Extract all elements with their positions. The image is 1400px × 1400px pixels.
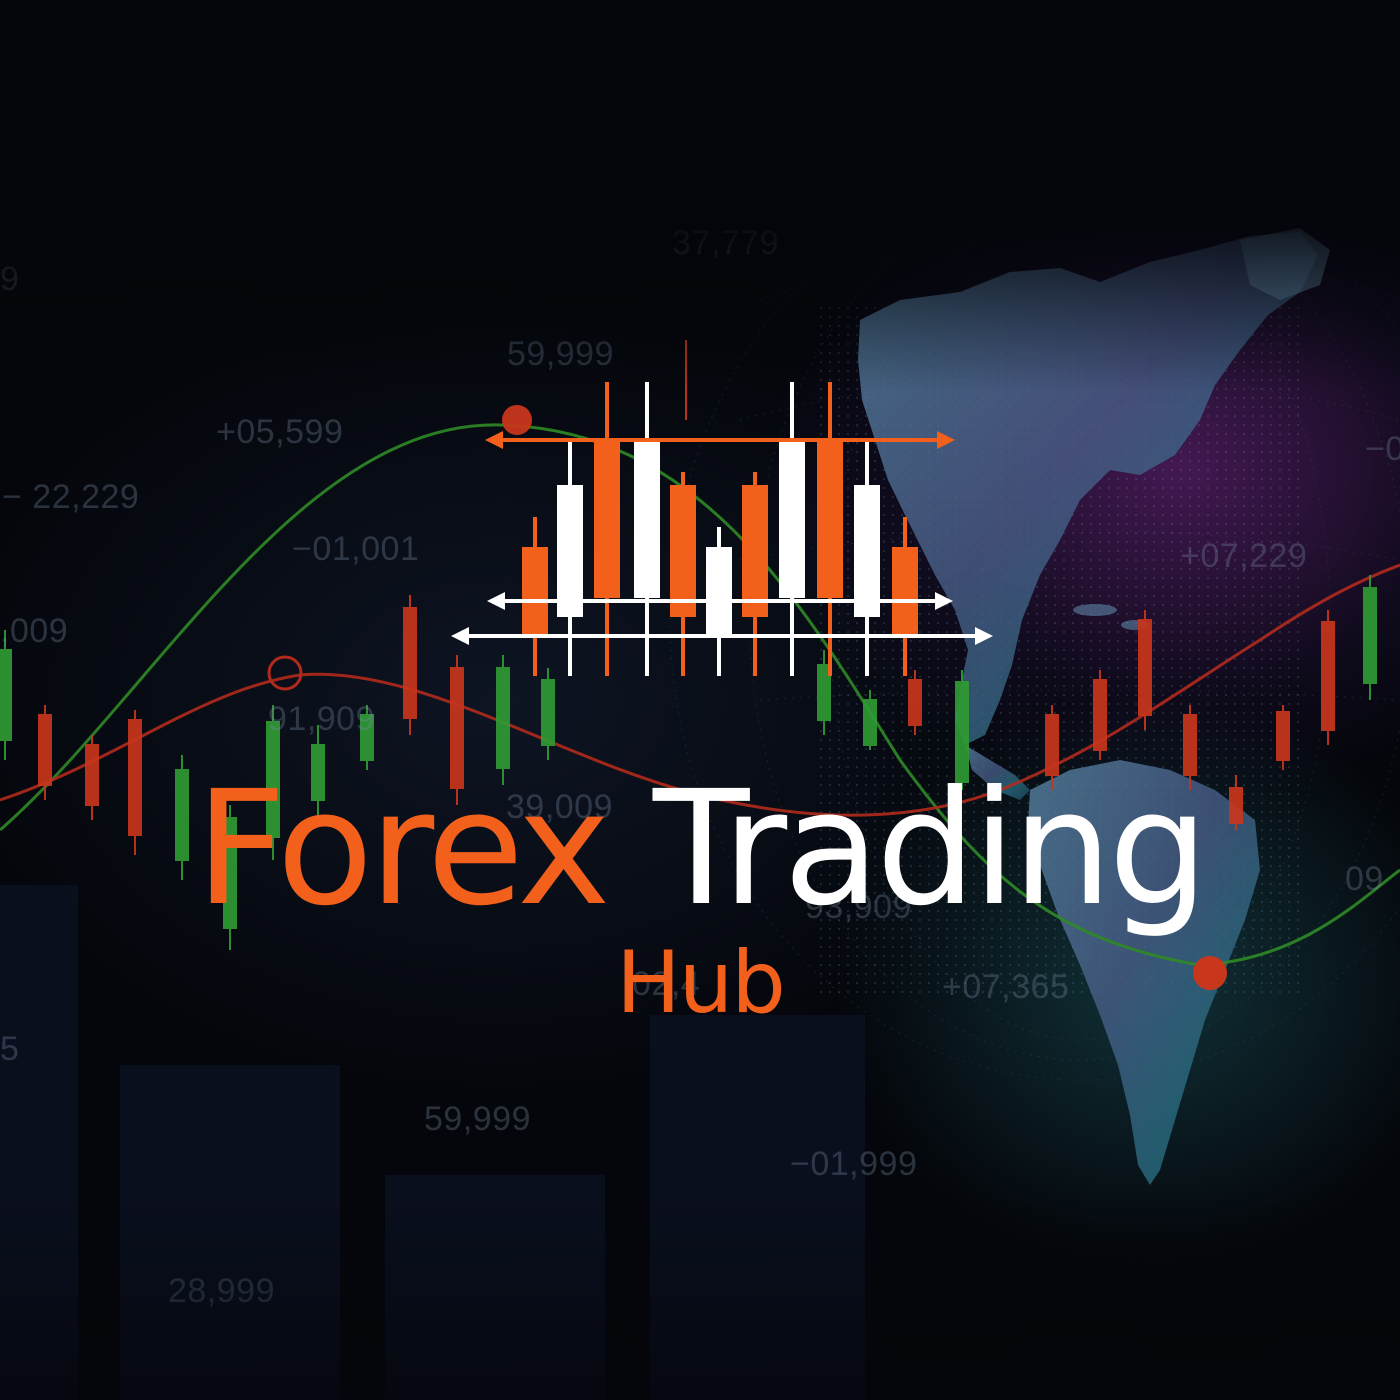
logo-subtitle: Hub [0, 940, 1400, 1026]
logo-word-forex: Forex [195, 757, 610, 941]
logo-word-hub: Hub [616, 933, 786, 1033]
logo-word-trading: Trading [652, 757, 1209, 941]
logo-title: Forex Trading [0, 770, 1400, 928]
